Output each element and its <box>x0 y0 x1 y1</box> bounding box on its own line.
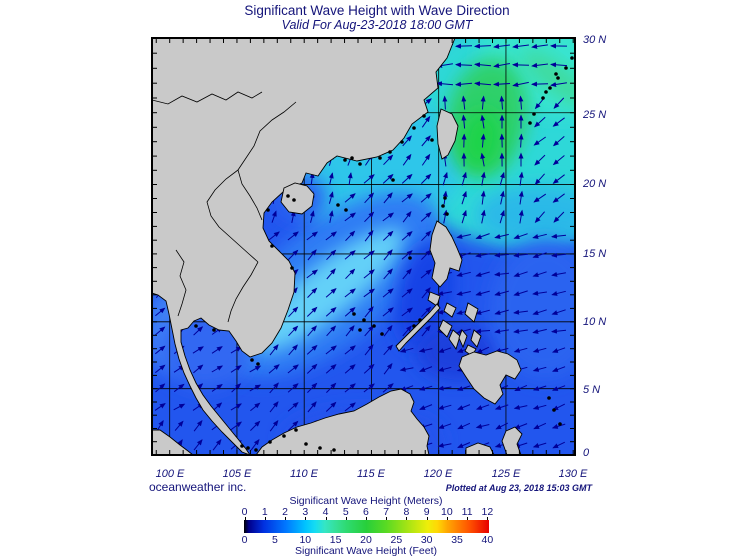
colorbar-tick-mark <box>426 517 428 520</box>
colorbar-feet-tick: 35 <box>451 534 463 546</box>
colorbar-feet-tick: 30 <box>420 534 433 546</box>
colorbar-meter-tick: 5 <box>342 506 349 518</box>
colorbar-feet-tick: 25 <box>390 534 403 546</box>
colorbar-meter-tick: 4 <box>322 506 329 518</box>
colorbar-feet-tick: 5 <box>272 534 278 546</box>
colorbar-meter-tick: 0 <box>241 506 248 518</box>
x-axis-label: 110 E <box>290 468 318 480</box>
plotted-at-text: Plotted at Aug 23, 2018 15:03 GMT <box>445 483 592 493</box>
colorbar-meter-tick: 1 <box>261 506 268 518</box>
colorbar-meter-tick: 12 <box>481 506 494 518</box>
landmasses <box>152 38 523 455</box>
colorbar-tick-mark <box>365 517 367 520</box>
y-axis-label: 30 N <box>583 34 607 46</box>
y-axis-label: 10 N <box>583 316 607 328</box>
colorbar-title-feet: Significant Wave Height (Feet) <box>294 545 438 557</box>
x-axis-label: 105 E <box>222 468 252 480</box>
colorbar-feet-tick: 40 <box>481 534 494 546</box>
page-title: Significant Wave Height with Wave Direct… <box>244 3 510 18</box>
x-axis-label: 120 E <box>423 468 453 480</box>
colorbar-meter-tick: 2 <box>282 506 288 518</box>
colorbar-meter-tick: 7 <box>383 506 390 518</box>
map-frame <box>151 37 576 456</box>
colorbar-tick-mark <box>244 517 246 520</box>
colorbar-tick-mark <box>305 517 307 520</box>
y-axis-label: 20 N <box>583 178 607 190</box>
asia-mainland <box>152 38 456 455</box>
colorbar-feet-tick: 15 <box>329 534 342 546</box>
colorbar-meter-tick: 3 <box>302 506 309 518</box>
colorbar-gradient <box>244 520 489 533</box>
x-axis-label: 130 E <box>558 468 588 480</box>
branding-text: oceanweather inc. <box>149 480 247 494</box>
colorbar-tick-mark <box>386 517 388 520</box>
colorbar-tick-mark <box>487 517 489 520</box>
colorbar-tick-mark <box>325 517 327 520</box>
colorbar-feet-tick: 10 <box>299 534 312 546</box>
colorbar-feet-tick: 0 <box>241 534 248 546</box>
y-axis-label: 5 N <box>583 384 601 396</box>
colorbar-feet-tick: 20 <box>360 534 372 546</box>
y-axis-label: 0 <box>583 447 590 459</box>
y-axis-label: 25 N <box>583 109 607 121</box>
colorbar-meter-tick: 9 <box>423 506 430 518</box>
colorbar-tick-mark <box>264 517 266 520</box>
colorbar-meter-tick: 8 <box>403 506 410 518</box>
colorbar-tick-mark <box>345 517 347 520</box>
y-axis-label: 15 N <box>583 248 607 260</box>
valid-time-subtitle: Valid For Aug-23-2018 18:00 GMT <box>281 18 473 32</box>
colorbar-title-meters: Significant Wave Height (Meters) <box>289 495 443 507</box>
x-axis-label: 100 E <box>155 468 185 480</box>
x-axis-label: 125 E <box>491 468 521 480</box>
island-specks <box>194 56 574 452</box>
colorbar-tick-mark <box>285 517 287 520</box>
colorbar-tick-mark <box>406 517 408 520</box>
colorbar-meter-tick: 10 <box>441 506 453 518</box>
colorbar-meter-tick: 6 <box>363 506 369 518</box>
colorbar-tick-mark <box>467 517 469 520</box>
x-axis-label: 115 E <box>357 468 385 480</box>
colorbar-meter-tick: 11 <box>461 506 473 518</box>
colorbar-tick-mark <box>446 517 448 520</box>
